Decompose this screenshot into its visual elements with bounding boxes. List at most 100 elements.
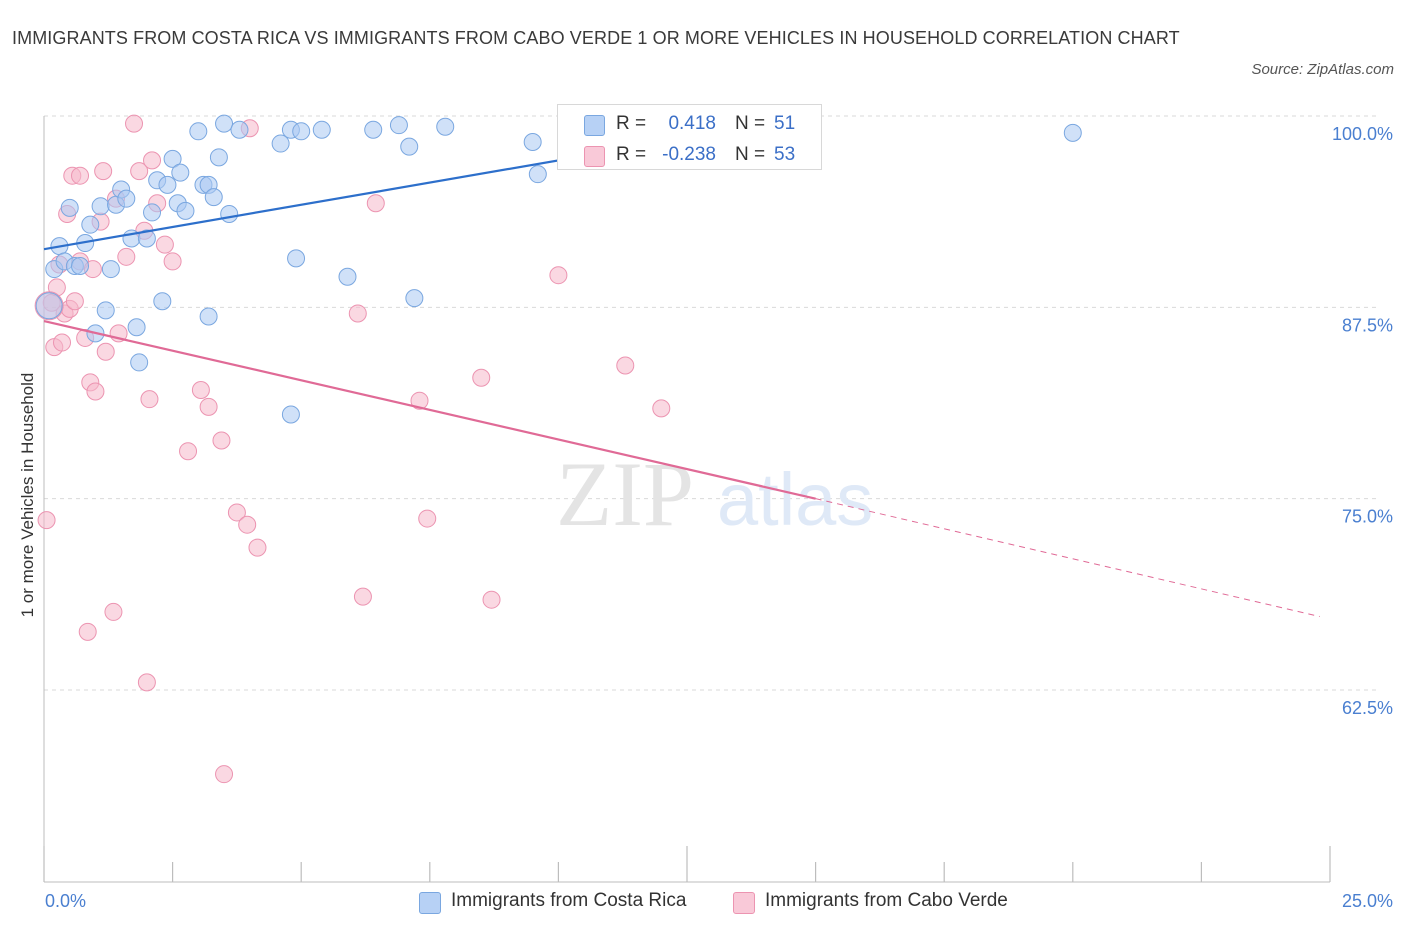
- data-point-costa-rica: [220, 204, 239, 223]
- data-point-costa-rica: [271, 134, 290, 153]
- data-point-cabo-verde: [94, 162, 113, 181]
- data-point-costa-rica: [130, 353, 149, 372]
- watermark-zip: ZIP: [556, 443, 694, 545]
- data-point-costa-rica: [287, 249, 306, 268]
- data-point-cabo-verde: [418, 509, 437, 528]
- data-point-costa-rica: [389, 116, 408, 135]
- x-tick-label: 25.0%: [1342, 891, 1393, 911]
- data-point-costa-rica: [35, 292, 63, 320]
- data-point-costa-rica: [101, 260, 120, 279]
- data-point-cabo-verde: [137, 673, 156, 692]
- series-costa-rica-points: [35, 114, 1082, 424]
- data-point-costa-rica: [176, 201, 195, 220]
- data-point-cabo-verde: [616, 356, 635, 375]
- data-point-costa-rica: [292, 122, 311, 141]
- pink-swatch-icon: [584, 146, 605, 167]
- n-label: N =: [735, 144, 766, 165]
- data-point-cabo-verde: [652, 399, 671, 418]
- data-point-cabo-verde: [125, 114, 144, 133]
- data-point-costa-rica: [199, 307, 218, 326]
- trend-line-cabo-verde: [43, 320, 816, 500]
- axes: [43, 116, 1331, 883]
- y-tick-label: 100.0%: [1332, 124, 1393, 144]
- data-point-cabo-verde: [191, 380, 210, 399]
- n-value: 53: [774, 144, 796, 165]
- data-point-costa-rica: [143, 203, 162, 222]
- pink-swatch-icon: [733, 892, 755, 914]
- watermark: ZIP atlas: [556, 443, 873, 545]
- data-point-cabo-verde: [248, 538, 267, 557]
- y-tick-label: 75.0%: [1342, 507, 1393, 527]
- source-label: Source: ZipAtlas.com: [1251, 61, 1394, 78]
- data-point-costa-rica: [60, 198, 79, 217]
- data-point-costa-rica: [153, 292, 172, 311]
- data-point-cabo-verde: [71, 166, 90, 185]
- data-point-cabo-verde: [549, 266, 568, 285]
- data-point-costa-rica: [523, 133, 542, 152]
- data-point-cabo-verde: [37, 511, 56, 530]
- data-point-cabo-verde: [199, 397, 218, 416]
- data-point-costa-rica: [158, 175, 177, 194]
- data-point-costa-rica: [117, 189, 136, 208]
- data-point-cabo-verde: [65, 292, 84, 311]
- data-point-costa-rica: [171, 163, 190, 182]
- data-point-cabo-verde: [140, 390, 159, 409]
- y-tick-label: 62.5%: [1342, 698, 1393, 718]
- data-point-costa-rica: [528, 165, 547, 184]
- data-point-costa-rica: [230, 120, 249, 139]
- data-point-costa-rica: [204, 188, 223, 207]
- data-point-cabo-verde: [348, 304, 367, 323]
- legend-label: Immigrants from Costa Rica: [451, 890, 687, 911]
- data-point-costa-rica: [436, 117, 455, 136]
- n-value: 51: [774, 113, 796, 134]
- data-point-cabo-verde: [472, 368, 491, 387]
- data-point-cabo-verde: [53, 333, 72, 352]
- blue-swatch-icon: [419, 892, 441, 914]
- data-point-costa-rica: [209, 148, 228, 167]
- data-point-cabo-verde: [96, 342, 115, 361]
- r-label: R =: [616, 144, 647, 165]
- chart-title: IMMIGRANTS FROM COSTA RICA VS IMMIGRANTS…: [12, 28, 1180, 48]
- y-tick-label: 87.5%: [1342, 315, 1393, 335]
- trend-extension-cabo-verde: [815, 498, 1320, 618]
- n-label: N =: [735, 113, 766, 134]
- data-point-cabo-verde: [238, 515, 257, 534]
- data-point-cabo-verde: [86, 382, 105, 401]
- data-point-cabo-verde: [143, 151, 162, 170]
- data-point-cabo-verde: [179, 442, 198, 461]
- data-point-costa-rica: [189, 122, 208, 141]
- data-point-cabo-verde: [212, 431, 231, 450]
- blue-swatch-icon: [584, 115, 605, 136]
- data-point-costa-rica: [137, 229, 156, 248]
- watermark-atlas: atlas: [717, 458, 873, 541]
- tick-labels: 100.0% 87.5% 75.0% 62.5% 0.0% 25.0%: [45, 124, 1393, 911]
- data-point-costa-rica: [364, 120, 383, 139]
- x-tick-label: 0.0%: [45, 891, 86, 911]
- data-point-costa-rica: [163, 149, 182, 168]
- data-point-costa-rica: [1063, 123, 1082, 142]
- stats-row-costa-rica: R = 0.418 N = 51: [558, 108, 821, 140]
- stats-legend: R = 0.418 N = 51 R = -0.238 N = 53: [557, 104, 822, 170]
- data-point-cabo-verde: [366, 194, 385, 213]
- data-point-cabo-verde: [353, 587, 372, 606]
- data-point-costa-rica: [81, 215, 100, 234]
- data-point-cabo-verde: [104, 602, 123, 621]
- stats-row-cabo-verde: R = -0.238 N = 53: [558, 139, 821, 171]
- r-label: R =: [616, 113, 647, 134]
- data-point-costa-rica: [405, 289, 424, 308]
- data-point-cabo-verde: [215, 765, 234, 784]
- data-point-costa-rica: [71, 257, 90, 276]
- data-point-costa-rica: [91, 197, 110, 216]
- data-point-cabo-verde: [163, 252, 182, 271]
- data-point-cabo-verde: [117, 247, 136, 266]
- data-point-costa-rica: [96, 301, 115, 320]
- data-point-costa-rica: [281, 405, 300, 424]
- data-point-costa-rica: [312, 120, 331, 139]
- r-value: 0.418: [668, 113, 716, 134]
- data-point-cabo-verde: [227, 503, 246, 522]
- gridlines: [44, 115, 1380, 691]
- data-point-costa-rica: [215, 114, 234, 133]
- data-point-costa-rica: [400, 137, 419, 156]
- data-point-cabo-verde: [482, 590, 501, 609]
